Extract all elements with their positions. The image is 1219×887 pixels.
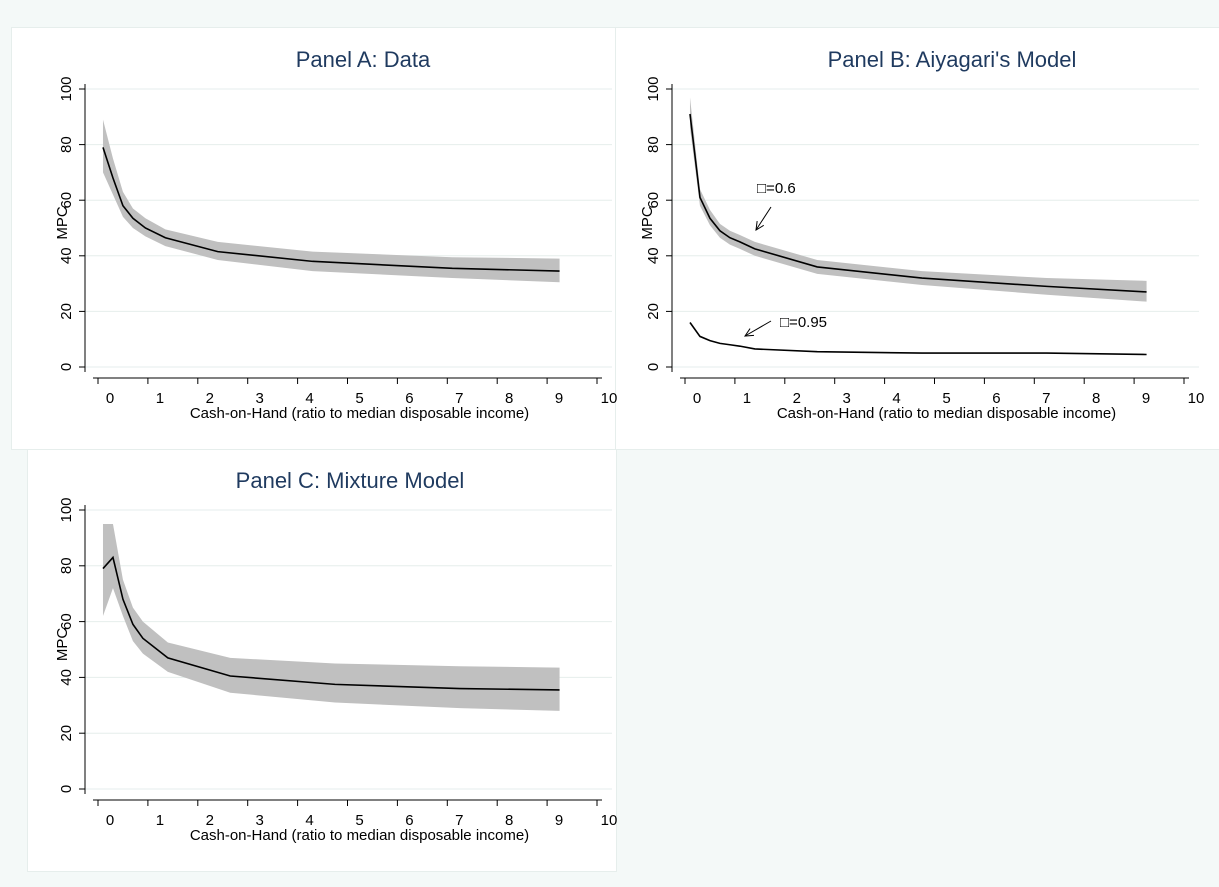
series-line [102,555,560,691]
chart-title: Panel C: Mixture Model [236,468,465,493]
x-tick-label: 9 [555,390,563,407]
x-tick-label: 1 [156,812,164,829]
chart-panel: 0 20 40 60 80 100 0 1 2 3 4 5 6 7 8 9 10 Cash-on-Hand (ra… [639,47,1204,422]
confidence-band [689,97,1147,302]
series-line [689,322,1147,356]
y-tick-label: 100 [58,497,75,522]
x-axis-label: Cash-on-Hand (ratio to median disposable… [777,405,1116,422]
y-tick-label: 60 [58,192,75,209]
y-tick-label: 40 [58,247,75,264]
y-tick-label: 20 [645,303,662,320]
y-tick-label: 80 [58,557,75,574]
x-tick-label: 2 [793,390,801,407]
x-tick-label: 0 [106,812,114,829]
x-tick-label: 10 [1188,390,1205,407]
x-tick-label: 0 [693,390,701,407]
x-tick-label: 4 [305,812,313,829]
x-tick-label: 1 [743,390,751,407]
x-axis-label: Cash-on-Hand (ratio to median disposable… [190,405,529,422]
confidence-band [102,119,560,283]
annotation-arrowhead [755,221,764,231]
x-tick-label: 4 [892,390,900,407]
x-tick-label: 8 [505,390,513,407]
x-tick-label: 3 [256,812,264,829]
y-tick-label: 100 [645,76,662,101]
x-tick-label: 9 [555,812,563,829]
annotation-arrowhead [744,328,755,337]
x-tick-label: 2 [206,390,214,407]
annotation-label: □=0.6 [757,180,796,197]
chart-title: Panel A: Data [296,47,431,72]
annotation-arrow [755,206,772,231]
y-tick-label: 40 [58,669,75,686]
x-tick-label: 7 [455,812,463,829]
y-tick-label: 60 [645,192,662,209]
x-tick-label: 7 [1042,390,1050,407]
y-tick-label: 40 [645,247,662,264]
x-tick-label: 8 [505,812,513,829]
chart-panel: 0 20 40 60 80 100 0 1 2 3 4 5 6 7 8 9 10 Cash-on-Hand (ra… [54,47,617,422]
panel-background [615,27,1219,450]
y-tick-label: 80 [58,136,75,153]
annotation-label: □=0.95 [780,314,827,331]
y-axis-label: MPC [54,628,71,662]
x-tick-label: 5 [355,812,363,829]
y-tick-label: 0 [645,363,662,371]
series-line [689,113,1147,293]
x-axis-label: Cash-on-Hand (ratio to median disposable… [190,827,529,844]
confidence-band [102,523,560,711]
y-axis-label: MPC [639,206,656,240]
y-tick-label: 0 [58,785,75,793]
x-tick-label: 2 [206,812,214,829]
x-tick-label: 3 [256,390,264,407]
x-tick-label: 10 [601,812,618,829]
x-tick-label: 7 [455,390,463,407]
x-tick-label: 0 [106,390,114,407]
x-tick-label: 6 [992,390,1000,407]
x-tick-label: 4 [305,390,313,407]
annotation-arrow [744,320,772,337]
y-tick-label: 0 [58,363,75,371]
panel-background [27,449,617,872]
y-axis-label: MPC [54,206,71,240]
x-tick-label: 6 [405,390,413,407]
x-tick-label: 5 [355,390,363,407]
y-tick-label: 80 [645,136,662,153]
x-tick-label: 3 [843,390,851,407]
x-tick-label: 10 [601,390,618,407]
x-tick-label: 1 [156,390,164,407]
y-tick-label: 20 [58,725,75,742]
y-tick-label: 60 [58,613,75,630]
x-tick-label: 8 [1092,390,1100,407]
panel-background [11,27,616,450]
x-tick-label: 6 [405,812,413,829]
chart-title: Panel B: Aiyagari's Model [828,47,1077,72]
y-tick-label: 100 [58,76,75,101]
chart-panel: 0 20 40 60 80 100 0 1 2 3 4 5 6 7 8 9 10 Cash-on-Hand (ra… [54,468,617,844]
y-tick-label: 20 [58,303,75,320]
series-line [102,147,560,272]
x-tick-label: 5 [942,390,950,407]
x-tick-label: 9 [1142,390,1150,407]
